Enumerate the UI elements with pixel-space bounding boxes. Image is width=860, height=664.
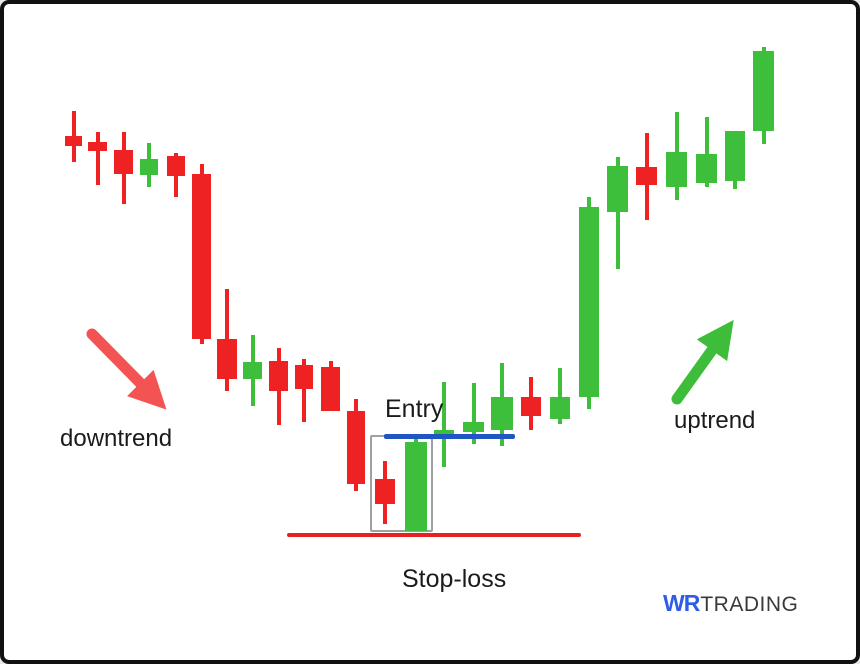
entry-line — [384, 434, 515, 439]
bullish-candle-body — [607, 166, 628, 212]
bearish-candle-body — [636, 167, 657, 185]
wr-trading-logo: WR TRADING — [663, 590, 798, 617]
bearish-candle-body — [347, 411, 365, 484]
bearish-candle-body — [88, 142, 107, 151]
bullish-candle-body — [579, 207, 599, 397]
entry-label: Entry — [385, 395, 444, 423]
uptrend-label: uptrend — [674, 407, 756, 434]
candle-wick — [442, 382, 446, 467]
logo-trading: TRADING — [700, 593, 799, 616]
bearish-candle-body — [114, 150, 133, 174]
bearish-candle-body — [521, 397, 541, 416]
bullish-candle-body — [140, 159, 158, 175]
candle-wick — [95, 132, 100, 185]
bullish-candle-body — [666, 152, 687, 187]
bullish-candle-body — [463, 422, 484, 432]
candlestick-chart — [4, 4, 856, 660]
bullish-candle-body — [491, 397, 513, 430]
bearish-candle-body — [375, 479, 395, 504]
stop-loss-line — [287, 533, 581, 537]
bullish-candle-body — [725, 131, 745, 181]
bullish-candle-body — [550, 397, 570, 419]
bearish-candle-body — [65, 136, 82, 146]
bearish-candle-body — [192, 174, 211, 339]
candle-wick — [558, 368, 562, 424]
candle-wick — [471, 383, 476, 444]
bearish-candle-body — [321, 367, 340, 411]
bearish-candle-body — [295, 365, 313, 389]
bearish-candle-body — [269, 361, 288, 391]
bullish-candle-body — [696, 154, 717, 183]
stop-loss-label: Stop-loss — [402, 565, 507, 593]
candle-wick — [302, 359, 306, 422]
downtrend-label: downtrend — [60, 425, 173, 452]
candle-wick — [615, 157, 620, 269]
candle-wick — [704, 117, 709, 187]
bearish-candle-body — [217, 339, 237, 379]
bearish-candle-body — [167, 156, 185, 176]
bullish-candle-body — [243, 362, 262, 379]
bullish-candle-body — [405, 442, 427, 531]
bullish-candle-body — [753, 51, 774, 131]
logo-wr: WR — [663, 590, 700, 616]
